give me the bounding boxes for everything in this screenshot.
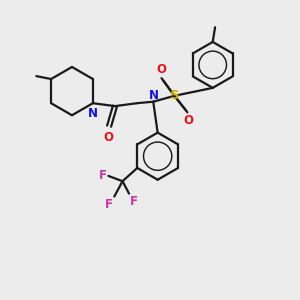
Text: F: F	[130, 195, 138, 208]
Text: N: N	[148, 89, 158, 102]
Text: F: F	[105, 198, 113, 211]
Text: N: N	[88, 107, 98, 120]
Text: S: S	[170, 89, 179, 102]
Text: O: O	[183, 114, 193, 128]
Text: O: O	[103, 130, 113, 144]
Text: O: O	[156, 63, 166, 76]
Text: F: F	[99, 169, 107, 182]
